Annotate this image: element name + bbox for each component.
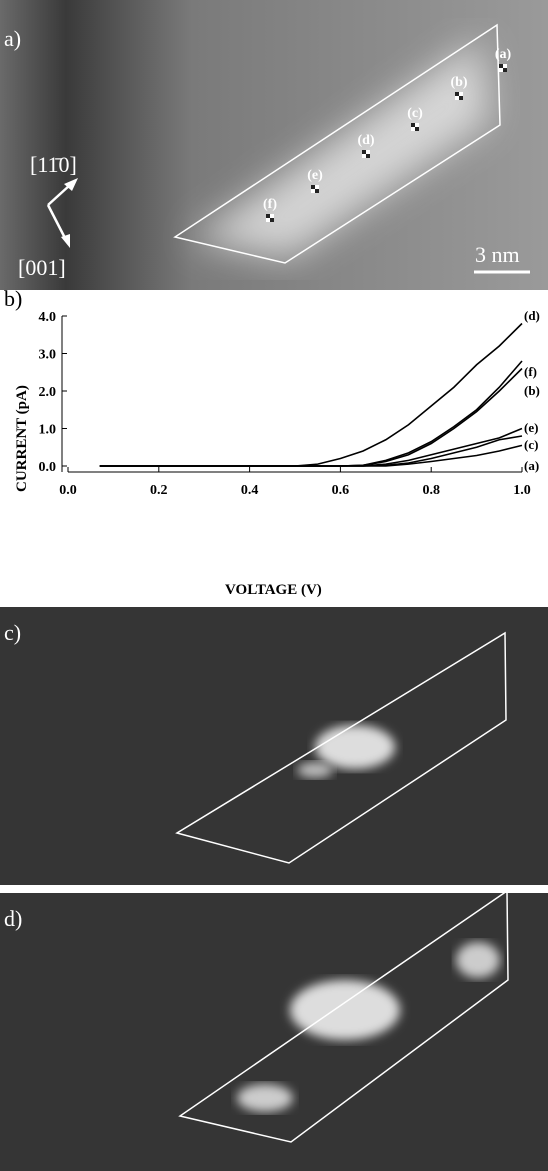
bright-region [315, 725, 395, 769]
point-marker [266, 218, 270, 222]
curve [99, 444, 523, 467]
y-tick-label: 1.0 [39, 423, 57, 438]
arrow [46, 204, 68, 241]
direction-label: [11̄0] [30, 152, 77, 177]
point-marker [499, 68, 503, 72]
map-image [0, 893, 548, 1171]
bright-region [290, 980, 400, 1040]
y-tick-label: 4.0 [39, 310, 57, 325]
panel-b: b) VOLTAGE (V) CURRENT (pA) 0.0 1.0 2.0 3.0… [4, 286, 540, 598]
curve-label: (f) [524, 364, 537, 379]
point-marker [503, 68, 507, 72]
curve [99, 360, 523, 467]
x-tick-label: 0.0 [59, 483, 77, 498]
outline [178, 889, 509, 1143]
panel-label: c) [4, 620, 21, 645]
x-tick-label: 0.6 [332, 483, 350, 498]
curve-label: (d) [524, 308, 540, 323]
point-marker [415, 123, 419, 127]
bright-region [190, 40, 490, 258]
point-marker [455, 96, 459, 100]
point-marker [311, 189, 315, 193]
x-tick-label: 1.0 [513, 483, 531, 498]
point-marker [459, 96, 463, 100]
point-marker [362, 150, 366, 154]
point-marker [362, 154, 366, 158]
point-marker [366, 154, 370, 158]
point-marker [455, 92, 459, 96]
point-marker [411, 127, 415, 131]
curve-label: (e) [524, 420, 538, 435]
point-marker [503, 64, 507, 68]
point-marker [270, 214, 274, 218]
point-marker [415, 127, 419, 131]
curve [99, 322, 523, 467]
point-marker [411, 123, 415, 127]
curve-label: (c) [524, 437, 538, 452]
point-marker [499, 64, 503, 68]
point-label: (e) [307, 168, 323, 183]
arrow-head [61, 234, 70, 248]
point-marker [311, 185, 315, 189]
point-label: (a) [495, 47, 512, 62]
point-marker [270, 218, 274, 222]
panel-label: b) [4, 286, 22, 311]
point-label: (b) [450, 75, 467, 90]
arrow [47, 184, 71, 206]
point-marker [315, 185, 319, 189]
outline [175, 631, 507, 864]
x-tick-label: 0.4 [241, 483, 259, 498]
scale-label: 3 nm [475, 242, 520, 267]
x-axis-label: VOLTAGE (V) [225, 582, 322, 598]
point-label: (c) [407, 106, 423, 121]
point-label: (d) [357, 133, 374, 148]
panel-a: a) (a) (b) (c) (d) (e) (f) [11̄0] [001] 3 nm [0, 0, 548, 290]
point-marker [266, 214, 270, 218]
panel-d: d) [0, 889, 548, 1171]
curve-label: (a) [524, 458, 539, 473]
bright-region [456, 942, 500, 978]
point-marker [315, 189, 319, 193]
point-marker [459, 92, 463, 96]
map-image [0, 607, 548, 885]
y-axis-label: CURRENT (pA) [14, 385, 30, 492]
point-marker [366, 150, 370, 154]
y-tick-label: 2.0 [39, 385, 57, 400]
bright-region [297, 762, 333, 778]
point-label: (f) [263, 197, 277, 212]
panel-c: c) [0, 607, 548, 885]
arrow-head [64, 178, 78, 191]
x-tick-label: 0.2 [150, 483, 168, 498]
curve-label: (b) [524, 383, 540, 398]
panel-label: d) [4, 906, 22, 931]
panel-label: a) [4, 26, 21, 51]
curve [99, 427, 523, 467]
y-tick-label: 3.0 [39, 348, 57, 363]
curve [99, 435, 523, 467]
x-tick-label: 0.8 [422, 483, 440, 498]
y-tick-label: 0.0 [39, 460, 57, 475]
direction-label: [001] [18, 255, 66, 280]
bright-region [237, 1084, 293, 1112]
outline [173, 23, 501, 264]
